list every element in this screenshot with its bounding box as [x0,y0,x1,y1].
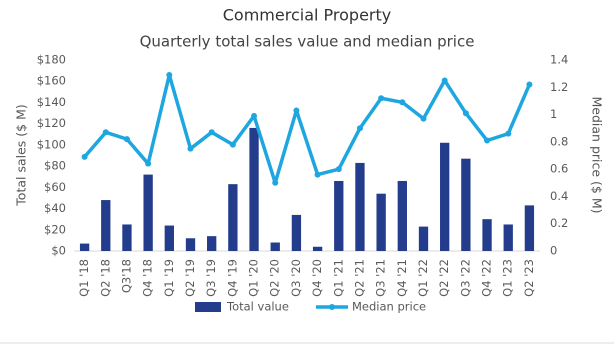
line-marker [462,110,469,117]
y2-tick-label: 0.2 [550,216,568,230]
line-marker [251,112,258,119]
y2-tick-label: 0.8 [550,134,568,148]
bar [355,162,365,251]
x-tick-label: Q3'18 [119,259,133,293]
x-tick-label: Q2 '23 [522,259,536,297]
bar [143,174,153,251]
y-tick-label: $0 [51,244,66,258]
y2-tick-label: 0.4 [550,189,568,203]
y2-axis-title: Median price ($ M) [590,97,605,214]
y-tick-label: $180 [37,53,66,67]
line-marker [378,95,385,102]
bar [164,225,174,251]
legend-label: Median price [352,300,426,314]
y-tick-label: $20 [44,222,66,236]
y-tick-label: $120 [37,116,66,130]
bar [376,193,386,251]
x-tick-label: Q1 '18 [77,259,91,297]
chart-title: Commercial Property [223,6,391,25]
bar [79,243,90,251]
x-tick-label: Q3 '19 [204,259,218,297]
x-tick-label: Q2 '19 [183,259,197,297]
line-marker [399,99,406,106]
x-tick-label: Q3 '22 [458,259,472,297]
bar [122,224,132,251]
bar [397,180,407,251]
line-marker [229,141,236,148]
x-tick-label: Q4 '19 [225,259,239,297]
x-tick-label: Q2 '18 [98,259,112,297]
line-marker [208,129,215,136]
bar [482,219,492,251]
line-marker [293,107,300,114]
chart-subtitle: Quarterly total sales value and median p… [140,33,475,51]
x-tick-label: Q1 '23 [501,259,515,297]
y2-tick-label: 1.2 [550,80,568,94]
line-marker [123,136,130,143]
line-marker [272,179,279,186]
bar [461,158,471,251]
line-marker [335,166,342,173]
x-tick-label: Q1 '21 [331,259,345,297]
x-tick-label: Q1 '20 [247,259,261,297]
bar [524,205,535,251]
bar [228,184,238,251]
line-marker [81,153,88,160]
x-tick-label: Q2 '20 [268,259,282,297]
x-tick-label: Q1 '22 [416,259,430,297]
bar [249,127,259,251]
bar [312,246,323,251]
line-marker [356,125,363,132]
x-tick-label: Q4 '22 [480,259,494,297]
y2-tick-label: 1 [550,107,557,121]
bar [291,214,302,251]
bar [418,226,429,251]
line-marker [441,77,448,84]
legend-swatch [329,304,335,310]
bar [270,242,280,251]
y-tick-label: $140 [37,95,66,109]
x-tick-label: Q3 '21 [374,259,388,297]
line-marker [420,115,427,122]
y-tick-label: $60 [44,180,66,194]
bar [101,200,111,251]
line [83,73,532,185]
y-axis-title: Total sales ($ M) [14,104,29,206]
line-marker [314,171,321,178]
bar [334,180,344,251]
x-tick-label: Q2 '22 [437,259,451,297]
legend-label: Total value [226,300,289,314]
bar [207,236,217,251]
x-tick-label: Q2 '21 [352,259,366,297]
x-tick-label: Q3 '20 [289,259,303,297]
line-marker [166,72,173,79]
line-marker [102,129,109,136]
line-marker [145,160,152,167]
x-tick-label: Q4 '20 [310,259,324,297]
bar [185,238,196,251]
legend-swatch [195,302,221,312]
y-tick-label: $40 [44,201,66,215]
bar [503,224,513,251]
x-tick-label: Q4 '18 [141,259,155,297]
bar [440,142,450,251]
y2-tick-label: 0 [550,244,557,258]
y2-tick-label: 0.6 [550,162,568,176]
line-marker [187,145,194,152]
y-tick-label: $80 [44,159,66,173]
y-tick-label: $100 [37,137,66,151]
x-tick-label: Q4 '21 [395,259,409,297]
y2-tick-label: 1.4 [550,53,568,67]
x-tick-label: Q1 '19 [162,259,176,297]
line-marker [484,137,491,144]
line-marker [526,81,533,88]
y-tick-label: $160 [37,74,66,88]
line-marker [505,130,512,137]
